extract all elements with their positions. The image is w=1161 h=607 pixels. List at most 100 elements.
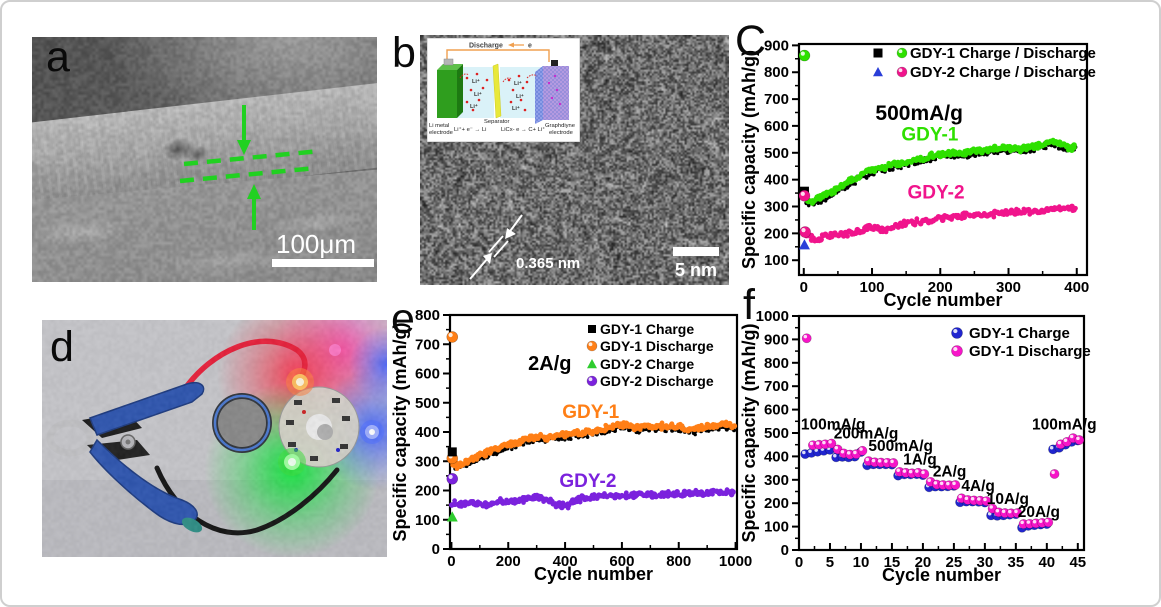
svg-text:15: 15 (884, 554, 901, 571)
dashed-line-upper (183, 148, 321, 167)
svg-text:100: 100 (860, 279, 885, 296)
svg-text:900: 900 (764, 37, 789, 54)
svg-text:400: 400 (764, 448, 789, 465)
dashed-line-lower (179, 165, 317, 184)
svg-text:600: 600 (415, 366, 440, 383)
tem-scale-bar (673, 247, 719, 256)
lattice-arrow-1-icon (505, 228, 516, 239)
electrolyte-left (457, 67, 494, 118)
svg-text:10A/g: 10A/g (987, 491, 1029, 508)
svg-text:100mA/g: 100mA/g (801, 416, 866, 433)
svg-text:300: 300 (415, 453, 440, 470)
discharge-label: Discharge (469, 43, 503, 50)
svg-text:100mA/g: 100mA/g (1032, 416, 1097, 433)
svg-text:45: 45 (1069, 554, 1086, 571)
panel-letter-a: a (46, 33, 70, 81)
svg-text:0: 0 (800, 279, 808, 296)
scale-bar (272, 259, 374, 267)
lattice-fringe-mark (488, 235, 509, 258)
panel-a-sem-image: 100μm (32, 37, 377, 282)
li-ion-label: Li⁺ (470, 103, 478, 110)
svg-text:GDY-2 Charge / Discharge: GDY-2 Charge / Discharge (910, 64, 1096, 81)
svg-text:10: 10 (853, 554, 870, 571)
chart-e-cycling-2ag: 0 100 200 300 400 500 600 700 800 0 200 400 600 800 10… (390, 307, 752, 584)
tem-scale-bar-label: 5 nm (675, 260, 717, 280)
svg-text:Cycle number: Cycle number (534, 564, 653, 584)
lattice-spacing-label: 0.365 nm (516, 255, 580, 272)
li-metal-label-line1: Li metal (429, 123, 449, 129)
ion-path-arrows (459, 73, 538, 83)
panel-letter-e: e (391, 295, 415, 343)
svg-text:400: 400 (1064, 279, 1089, 296)
svg-text:GDY-1: GDY-1 (901, 125, 958, 146)
svg-text:Specific capacity (mAh/g): Specific capacity (mAh/g) (739, 323, 759, 542)
electron-label: e (528, 43, 532, 50)
svg-text:GDY-1 Discharge: GDY-1 Discharge (600, 338, 714, 354)
svg-text:GDY-1 Charge / Discharge: GDY-1 Charge / Discharge (910, 45, 1096, 62)
sem-grain-texture (32, 37, 377, 282)
sem-annotations (179, 105, 321, 230)
svg-text:100: 100 (415, 512, 440, 529)
svg-text:200: 200 (764, 225, 789, 242)
svg-text:2A/g: 2A/g (528, 353, 571, 375)
panel-letter-d: d (50, 323, 74, 371)
graphdiyne-electrode (535, 60, 569, 124)
svg-text:20: 20 (915, 554, 932, 571)
svg-text:800: 800 (666, 553, 691, 570)
separator-label: Separator (484, 119, 510, 125)
svg-text:200: 200 (415, 483, 440, 500)
svg-text:1000: 1000 (719, 553, 752, 570)
svg-text:600: 600 (764, 402, 789, 419)
svg-text:500mA/g: 500mA/g (868, 438, 933, 455)
svg-text:400: 400 (415, 424, 440, 441)
svg-text:30: 30 (977, 554, 994, 571)
li-ion-dots (465, 72, 529, 112)
svg-text:400: 400 (764, 172, 789, 189)
li-ion-labels: Li⁺ Li⁺ Li⁺ Li⁺ Li⁺ Li⁺ (470, 78, 524, 112)
inset-captions: Li metal electrode Li⁺+ e⁻ → Li Separato… (429, 119, 575, 136)
svg-text:Cycle number: Cycle number (883, 290, 1002, 310)
li-ion-label: Li⁺ (474, 91, 482, 98)
svg-text:0: 0 (447, 553, 455, 570)
svg-text:0: 0 (795, 554, 803, 571)
panel-letter-f: f (743, 281, 755, 329)
svg-text:300: 300 (764, 199, 789, 216)
svg-text:2A/g: 2A/g (933, 463, 967, 480)
svg-text:500: 500 (764, 145, 789, 162)
li-metal-label-line2: electrode (429, 130, 453, 136)
arrow-up-icon (247, 184, 261, 199)
svg-text:100: 100 (764, 519, 789, 536)
graphdiyne-label-line1: Graphdiyne (545, 123, 575, 129)
li-ion-label: Li⁺ (516, 93, 524, 100)
panel-d-led-photo (42, 320, 387, 557)
svg-text:400: 400 (553, 553, 578, 570)
svg-text:200mA/g: 200mA/g (834, 426, 899, 443)
svg-text:700: 700 (764, 91, 789, 108)
svg-text:900: 900 (764, 331, 789, 348)
svg-text:35: 35 (1008, 554, 1025, 571)
li-ion-label: Li⁺ (512, 105, 520, 112)
li-ion-label: Li⁺ (514, 80, 522, 87)
panel-b-tem-image: 0.365 nm 5 nm Discharge e (420, 35, 729, 285)
svg-text:500: 500 (415, 395, 440, 412)
svg-text:GDY-2: GDY-2 (908, 182, 965, 203)
svg-text:0: 0 (781, 542, 789, 559)
svg-text:300: 300 (996, 279, 1021, 296)
scale-bar-label: 100μm (276, 229, 357, 259)
li-ion-label: Li⁺ (472, 78, 480, 85)
svg-text:40: 40 (1038, 554, 1055, 571)
svg-text:GDY-1: GDY-1 (562, 402, 619, 423)
svg-text:1A/g: 1A/g (903, 451, 937, 468)
svg-text:500mA/g: 500mA/g (875, 102, 963, 125)
circuit-wire (446, 49, 550, 64)
tem-annotations: 0.365 nm 5 nm (469, 214, 719, 280)
svg-text:200: 200 (928, 279, 953, 296)
anode-equation: Li⁺+ e⁻ → Li (454, 126, 486, 133)
svg-text:800: 800 (764, 64, 789, 81)
svg-text:GDY-2 Charge: GDY-2 Charge (600, 356, 694, 372)
svg-text:200: 200 (496, 553, 521, 570)
panel-letter-c: C (735, 17, 767, 65)
svg-text:4A/g: 4A/g (961, 478, 995, 495)
lattice-arrow-2-icon (483, 253, 492, 264)
